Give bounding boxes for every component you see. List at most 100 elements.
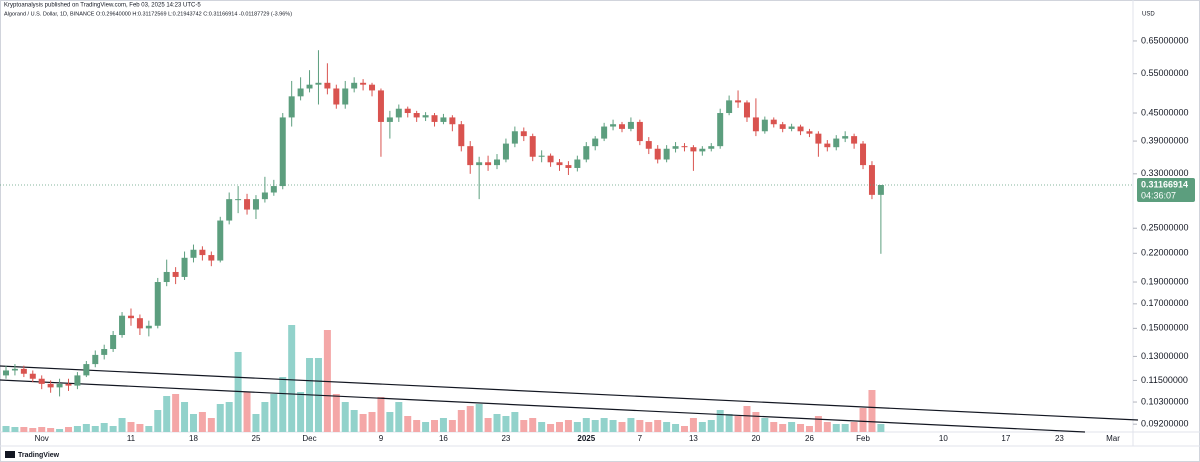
volume-bar xyxy=(359,414,367,432)
volume-bar xyxy=(20,427,28,432)
candle-body xyxy=(306,84,313,89)
x-tick-label: 2025 xyxy=(577,434,595,443)
x-tick-label: 16 xyxy=(439,434,448,443)
volume-bar xyxy=(145,426,153,432)
last-price-label: 0.31166914 xyxy=(1141,179,1188,189)
volume-bar xyxy=(172,394,180,432)
volume-layer xyxy=(2,325,885,432)
volume-bar xyxy=(654,420,662,432)
candle-body xyxy=(244,199,251,210)
candle-body xyxy=(404,108,411,114)
volume-bar xyxy=(877,424,885,432)
volume-bar xyxy=(484,418,492,432)
volume-bar xyxy=(797,424,805,432)
volume-bar xyxy=(734,416,742,432)
y-tick-label: 0.09200000 xyxy=(1141,419,1189,429)
candle-body xyxy=(3,370,9,376)
volume-bar xyxy=(341,402,349,432)
volume-bar xyxy=(189,414,197,432)
volume-bar xyxy=(422,422,430,432)
candle-body xyxy=(708,146,715,149)
candle-body xyxy=(672,146,679,149)
volume-bar xyxy=(332,394,340,432)
volume-bar xyxy=(538,422,546,432)
candle-body xyxy=(663,148,670,160)
x-tick-label: 18 xyxy=(189,434,198,443)
volume-bar xyxy=(761,418,769,432)
volume-bar xyxy=(64,427,72,432)
volume-bar xyxy=(297,392,305,432)
volume-bar xyxy=(118,418,126,432)
candle-body xyxy=(110,335,117,350)
volume-bar xyxy=(136,424,144,432)
x-tick-label: 23 xyxy=(501,434,510,443)
x-tick-label: 17 xyxy=(1001,434,1010,443)
candle-body xyxy=(494,159,501,166)
volume-bar xyxy=(502,416,510,432)
volume-bar xyxy=(377,397,385,432)
x-tick-label: 11 xyxy=(127,434,136,443)
volume-bar xyxy=(225,402,233,432)
x-tick-label: 7 xyxy=(638,434,643,443)
candle-body xyxy=(92,354,99,365)
publisher: Kryptoanalysis published on TradingView.… xyxy=(4,3,201,9)
candle-body xyxy=(636,121,643,142)
candle-body xyxy=(699,148,706,152)
x-tick-label: 9 xyxy=(379,434,384,443)
candle-body xyxy=(172,271,179,277)
candle-body xyxy=(217,220,224,261)
candle-body xyxy=(529,136,536,157)
volume-bar xyxy=(181,402,189,432)
volume-bar xyxy=(279,377,287,432)
trendline xyxy=(0,379,1086,433)
y-tick-label: 0.19000000 xyxy=(1141,276,1189,286)
volume-bar xyxy=(216,404,224,432)
trendline xyxy=(0,365,1139,421)
y-tick-label: 0.13000000 xyxy=(1141,351,1189,361)
candle-body xyxy=(761,119,768,132)
symbol-info: Algorand / U.S. Dollar, 1D, BINANCE O:0.… xyxy=(4,11,292,17)
candle-body xyxy=(565,165,572,168)
volume-bar xyxy=(2,426,10,432)
y-tick-label: 0.22000000 xyxy=(1141,248,1189,258)
candle-body xyxy=(770,119,777,125)
candle-body xyxy=(735,100,742,103)
volume-bar xyxy=(788,422,796,432)
brand: TradingView xyxy=(18,452,60,459)
candle-body xyxy=(717,113,724,147)
volume-bar xyxy=(431,420,439,432)
candle-body xyxy=(788,126,795,129)
volume-bar xyxy=(475,404,483,432)
currency: USD xyxy=(1142,12,1155,18)
candle-body xyxy=(38,378,45,384)
candle-body xyxy=(199,249,206,256)
y-tick-label: 0.10300000 xyxy=(1141,396,1189,406)
y-tick-label: 0.17000000 xyxy=(1141,298,1189,308)
candle-body xyxy=(351,82,358,89)
candle-body xyxy=(288,96,295,118)
x-tick-label: 23 xyxy=(1055,434,1064,443)
candle-body xyxy=(145,325,152,329)
volume-bar xyxy=(564,420,572,432)
volume-bar xyxy=(109,426,117,432)
volume-bar xyxy=(689,418,697,432)
candle-body xyxy=(511,131,518,144)
candle-body xyxy=(431,115,438,122)
candle-body xyxy=(556,162,563,166)
volume-bar xyxy=(582,418,590,432)
candle-body xyxy=(547,155,554,163)
candle-body xyxy=(252,199,259,210)
candle-body xyxy=(342,88,349,105)
volume-bar xyxy=(511,412,519,432)
x-tick-label: 13 xyxy=(689,434,698,443)
candle-body xyxy=(690,147,697,152)
volume-bar xyxy=(743,406,751,432)
volume-bar xyxy=(386,412,394,432)
x-tick-label: Nov xyxy=(35,434,49,443)
candle-body xyxy=(618,124,625,129)
volume-bar xyxy=(823,422,831,432)
volume-bar xyxy=(805,426,813,432)
candle-body xyxy=(324,82,331,89)
candle-body xyxy=(56,383,63,388)
